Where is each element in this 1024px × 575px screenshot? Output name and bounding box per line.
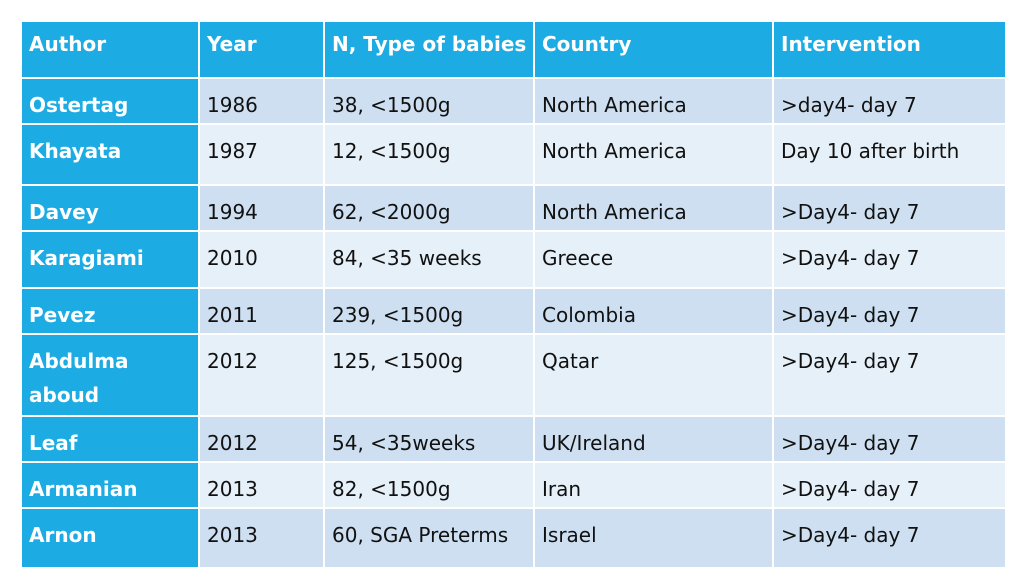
header-country: Country <box>533 20 774 79</box>
cell-intervention: >Day4- day 7 <box>772 507 1007 569</box>
cell-intervention: >Day4- day 7 <box>772 333 1007 417</box>
cell-country: North America <box>533 77 774 125</box>
cell-country: Israel <box>533 507 774 569</box>
cell-author: Leaf <box>20 415 200 463</box>
cell-country: UK/Ireland <box>533 415 774 463</box>
cell-intervention: >Day4- day 7 <box>772 230 1007 289</box>
cell-year: 1987 <box>198 123 325 186</box>
table-row: Ostertag 1986 38, <1500g North America >… <box>20 77 1007 125</box>
cell-author: Ostertag <box>20 77 200 125</box>
header-author: Author <box>20 20 200 79</box>
table-row: Pevez 2011 239, <1500g Colombia >Day4- d… <box>20 287 1007 335</box>
cell-author: Armanian <box>20 461 200 509</box>
cell-year: 2013 <box>198 507 325 569</box>
cell-intervention: >day4- day 7 <box>772 77 1007 125</box>
cell-country: Greece <box>533 230 774 289</box>
table-row: Armanian 2013 82, <1500g Iran >Day4- day… <box>20 461 1007 509</box>
cell-country: Colombia <box>533 287 774 335</box>
cell-n-type: 125, <1500g <box>323 333 535 417</box>
table-row: Abdulma aboud 2012 125, <1500g Qatar >Da… <box>20 333 1007 417</box>
table-row: Karagiami 2010 84, <35 weeks Greece >Day… <box>20 230 1007 289</box>
cell-year: 2010 <box>198 230 325 289</box>
cell-n-type: 38, <1500g <box>323 77 535 125</box>
cell-n-type: 60, SGA Preterms <box>323 507 535 569</box>
cell-country: Qatar <box>533 333 774 417</box>
cell-intervention: >Day4- day 7 <box>772 415 1007 463</box>
cell-intervention: Day 10 after birth <box>772 123 1007 186</box>
cell-intervention: >Day4- day 7 <box>772 461 1007 509</box>
cell-year: 2012 <box>198 333 325 417</box>
cell-year: 1986 <box>198 77 325 125</box>
cell-intervention: >Day4- day 7 <box>772 184 1007 232</box>
header-intervention: Intervention <box>772 20 1007 79</box>
cell-n-type: 54, <35weeks <box>323 415 535 463</box>
cell-n-type: 84, <35 weeks <box>323 230 535 289</box>
cell-year: 2012 <box>198 415 325 463</box>
table-row: Leaf 2012 54, <35weeks UK/Ireland >Day4-… <box>20 415 1007 463</box>
cell-country: North America <box>533 123 774 186</box>
cell-country: North America <box>533 184 774 232</box>
table-header-row: Author Year N, Type of babies Country In… <box>20 20 1007 79</box>
cell-author: Arnon <box>20 507 200 569</box>
cell-year: 1994 <box>198 184 325 232</box>
studies-table-container: Author Year N, Type of babies Country In… <box>20 20 1007 569</box>
cell-year: 2011 <box>198 287 325 335</box>
table-row: Arnon 2013 60, SGA Preterms Israel >Day4… <box>20 507 1007 569</box>
cell-country: Iran <box>533 461 774 509</box>
header-n-type: N, Type of babies <box>323 20 535 79</box>
cell-author: Davey <box>20 184 200 232</box>
header-year: Year <box>198 20 325 79</box>
cell-author: Khayata <box>20 123 200 186</box>
table-row: Davey 1994 62, <2000g North America >Day… <box>20 184 1007 232</box>
cell-year: 2013 <box>198 461 325 509</box>
cell-author: Abdulma aboud <box>20 333 200 417</box>
cell-author: Pevez <box>20 287 200 335</box>
cell-n-type: 239, <1500g <box>323 287 535 335</box>
cell-n-type: 82, <1500g <box>323 461 535 509</box>
studies-table: Author Year N, Type of babies Country In… <box>20 20 1007 569</box>
cell-n-type: 62, <2000g <box>323 184 535 232</box>
table-row: Khayata 1987 12, <1500g North America Da… <box>20 123 1007 186</box>
cell-author: Karagiami <box>20 230 200 289</box>
cell-n-type: 12, <1500g <box>323 123 535 186</box>
cell-intervention: >Day4- day 7 <box>772 287 1007 335</box>
